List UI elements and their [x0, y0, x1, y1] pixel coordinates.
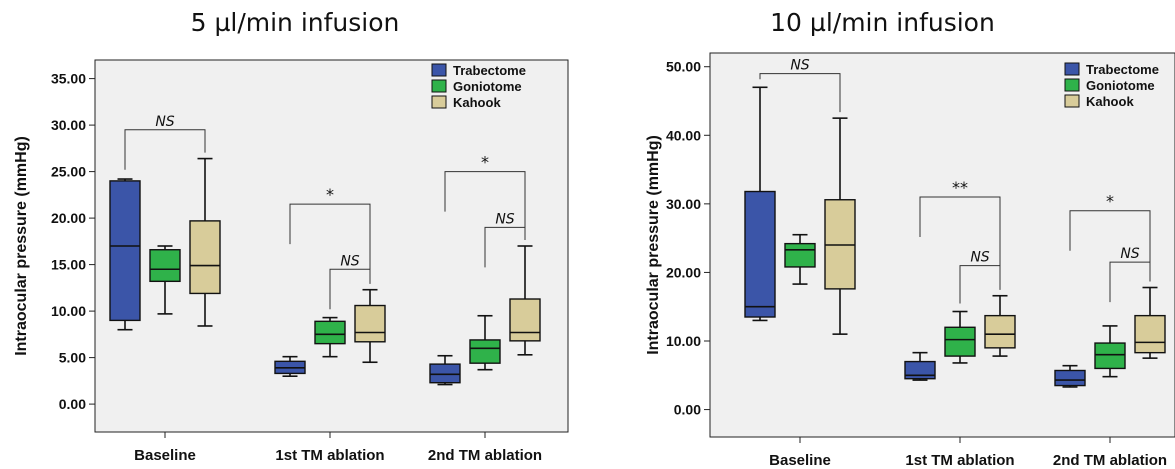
significance-bracket [759, 73, 841, 113]
x-tick-label: Baseline [134, 447, 196, 464]
chart-panel-5ul: 5 µl/min infusion 0.00 5.00 10.00 15.00 20.0… [13, 8, 569, 464]
box-iqr [509, 298, 541, 342]
y-tick-label: 20.00 [51, 210, 86, 226]
x-tick-label: 2nd TM ablation [1053, 452, 1167, 469]
y-tick-label: 0.00 [59, 396, 86, 412]
box-iqr [1054, 369, 1086, 387]
chart-panel-10ul: 10 µl/min infusion 0.00 10.00 20.00 30.00 40… [590, 0, 1175, 469]
box-kahook [189, 157, 221, 327]
legend-swatch [1064, 62, 1080, 76]
significance-label: NS [155, 114, 174, 130]
x-tick-label: 1st TM ablation [905, 452, 1014, 469]
chart-title: 5 µl/min infusion [190, 8, 400, 37]
significance-label: NS [1120, 246, 1139, 262]
box-trabectome [109, 178, 141, 331]
legend-swatch [1064, 94, 1080, 108]
significance-bracket [1109, 261, 1151, 303]
legend-label: Trabectome [453, 63, 526, 78]
legend-label: Kahook [453, 95, 501, 110]
box-iqr [189, 220, 221, 295]
y-tick-label: 10.00 [666, 333, 701, 349]
legend-label: Goniotome [1086, 78, 1155, 93]
box-goniotome [149, 245, 181, 315]
box-kahook [984, 294, 1016, 357]
box-iqr [944, 326, 976, 357]
significance-label: * [481, 153, 489, 172]
box-iqr [1094, 342, 1126, 370]
box-iqr [429, 363, 461, 384]
chart-title: 10 µl/min infusion [770, 8, 995, 37]
significance-label: * [1106, 192, 1114, 211]
y-tick-label: 0.00 [674, 402, 701, 418]
legend-label: Goniotome [453, 79, 522, 94]
significance-label: NS [340, 253, 359, 269]
box-iqr [784, 242, 816, 268]
box-iqr [314, 320, 346, 345]
box-kahook [509, 245, 541, 356]
box-kahook [1134, 286, 1166, 359]
box-iqr [984, 314, 1016, 349]
y-axis-label: Intraocular pressure (mmHg) [13, 136, 30, 356]
significance-label: NS [790, 58, 809, 74]
significance-bracket [919, 196, 1001, 290]
box-goniotome [944, 310, 976, 364]
significance-label: NS [495, 211, 514, 227]
box-goniotome [1094, 325, 1126, 378]
y-tick-label: 5.00 [59, 350, 86, 366]
y-tick-label: 30.00 [51, 117, 86, 133]
y-tick-label: 30.00 [666, 196, 701, 212]
box-plot-5ul: 0.00 5.00 10.00 15.00 20.00 25.00 30.00 35.00 In… [13, 59, 569, 464]
y-tick-label: 10.00 [51, 303, 86, 319]
y-tick-label: 40.00 [666, 127, 701, 143]
box-trabectome [904, 351, 936, 381]
plot-area [709, 52, 1175, 438]
y-axis-label: Intraocular pressure (mmHg) [645, 135, 662, 355]
box-trabectome [1054, 364, 1086, 388]
significance-bracket [444, 171, 526, 240]
significance-bracket [1069, 210, 1151, 282]
significance-bracket [959, 265, 1001, 304]
box-iqr [744, 190, 776, 318]
significance-bracket [329, 268, 371, 310]
y-tick-label: 50.00 [666, 59, 701, 75]
y-tick-label: 15.00 [51, 257, 86, 273]
legend-swatch [431, 79, 447, 93]
x-tick-label: 1st TM ablation [275, 447, 384, 464]
box-goniotome [469, 314, 501, 371]
y-tick-label: 35.00 [51, 71, 86, 87]
significance-bracket [289, 203, 371, 284]
box-iqr [109, 180, 141, 322]
significance-label: NS [970, 250, 989, 266]
significance-bracket [484, 226, 526, 268]
box-iqr [469, 339, 501, 364]
box-kahook [354, 288, 386, 364]
box-kahook [824, 117, 856, 335]
box-trabectome [744, 86, 776, 322]
legend-swatch [431, 63, 447, 77]
significance-bracket [124, 129, 206, 170]
significance-label: ** [952, 178, 968, 197]
box-trabectome [274, 355, 306, 378]
box-goniotome [314, 316, 346, 358]
box-iqr [904, 360, 936, 380]
legend-label: Trabectome [1086, 62, 1159, 77]
significance-label: * [326, 185, 334, 204]
legend-label: Kahook [1086, 94, 1134, 109]
box-goniotome [784, 233, 816, 285]
box-iqr [1134, 314, 1166, 354]
legend-swatch [1064, 78, 1080, 92]
x-tick-label: 2nd TM ablation [428, 447, 542, 464]
box-trabectome [429, 354, 461, 386]
y-tick-label: 25.00 [51, 164, 86, 180]
box-plot-10ul: 0.00 10.00 20.00 30.00 40.00 50.00 Intraocular… [645, 52, 1175, 469]
x-tick-label: Baseline [769, 452, 831, 469]
legend-swatch [431, 95, 447, 109]
box-iqr [149, 249, 181, 283]
y-tick-label: 20.00 [666, 264, 701, 280]
box-iqr [354, 304, 386, 343]
